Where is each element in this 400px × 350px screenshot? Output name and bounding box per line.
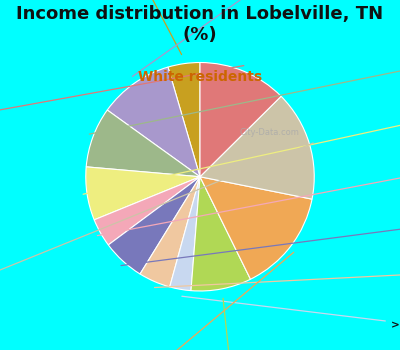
Text: $125k: $125k bbox=[121, 219, 400, 266]
Wedge shape bbox=[200, 63, 281, 177]
Wedge shape bbox=[107, 67, 200, 177]
Wedge shape bbox=[191, 177, 250, 291]
Wedge shape bbox=[86, 167, 200, 220]
Text: $150k: $150k bbox=[97, 165, 400, 236]
Text: $20k: $20k bbox=[219, 298, 248, 350]
Text: $100k: $100k bbox=[132, 0, 312, 76]
Wedge shape bbox=[94, 177, 200, 245]
Text: White residents: White residents bbox=[138, 70, 262, 84]
Text: $50k: $50k bbox=[0, 65, 244, 121]
Wedge shape bbox=[168, 63, 200, 177]
Wedge shape bbox=[200, 96, 314, 199]
Wedge shape bbox=[86, 110, 200, 177]
Wedge shape bbox=[108, 177, 200, 274]
Text: $40k: $40k bbox=[105, 252, 294, 350]
Text: City-Data.com: City-Data.com bbox=[240, 128, 300, 137]
Text: > $200k: > $200k bbox=[182, 296, 400, 330]
Wedge shape bbox=[140, 177, 200, 287]
Text: $60k: $60k bbox=[0, 143, 313, 289]
Text: Income distribution in Lobelville, TN
(%): Income distribution in Lobelville, TN (%… bbox=[16, 5, 384, 44]
Wedge shape bbox=[200, 177, 312, 279]
Wedge shape bbox=[170, 177, 200, 290]
Text: $10k: $10k bbox=[89, 57, 400, 134]
Text: $30k: $30k bbox=[154, 268, 400, 287]
Text: $200k: $200k bbox=[115, 0, 182, 55]
Text: $75k: $75k bbox=[83, 111, 400, 194]
